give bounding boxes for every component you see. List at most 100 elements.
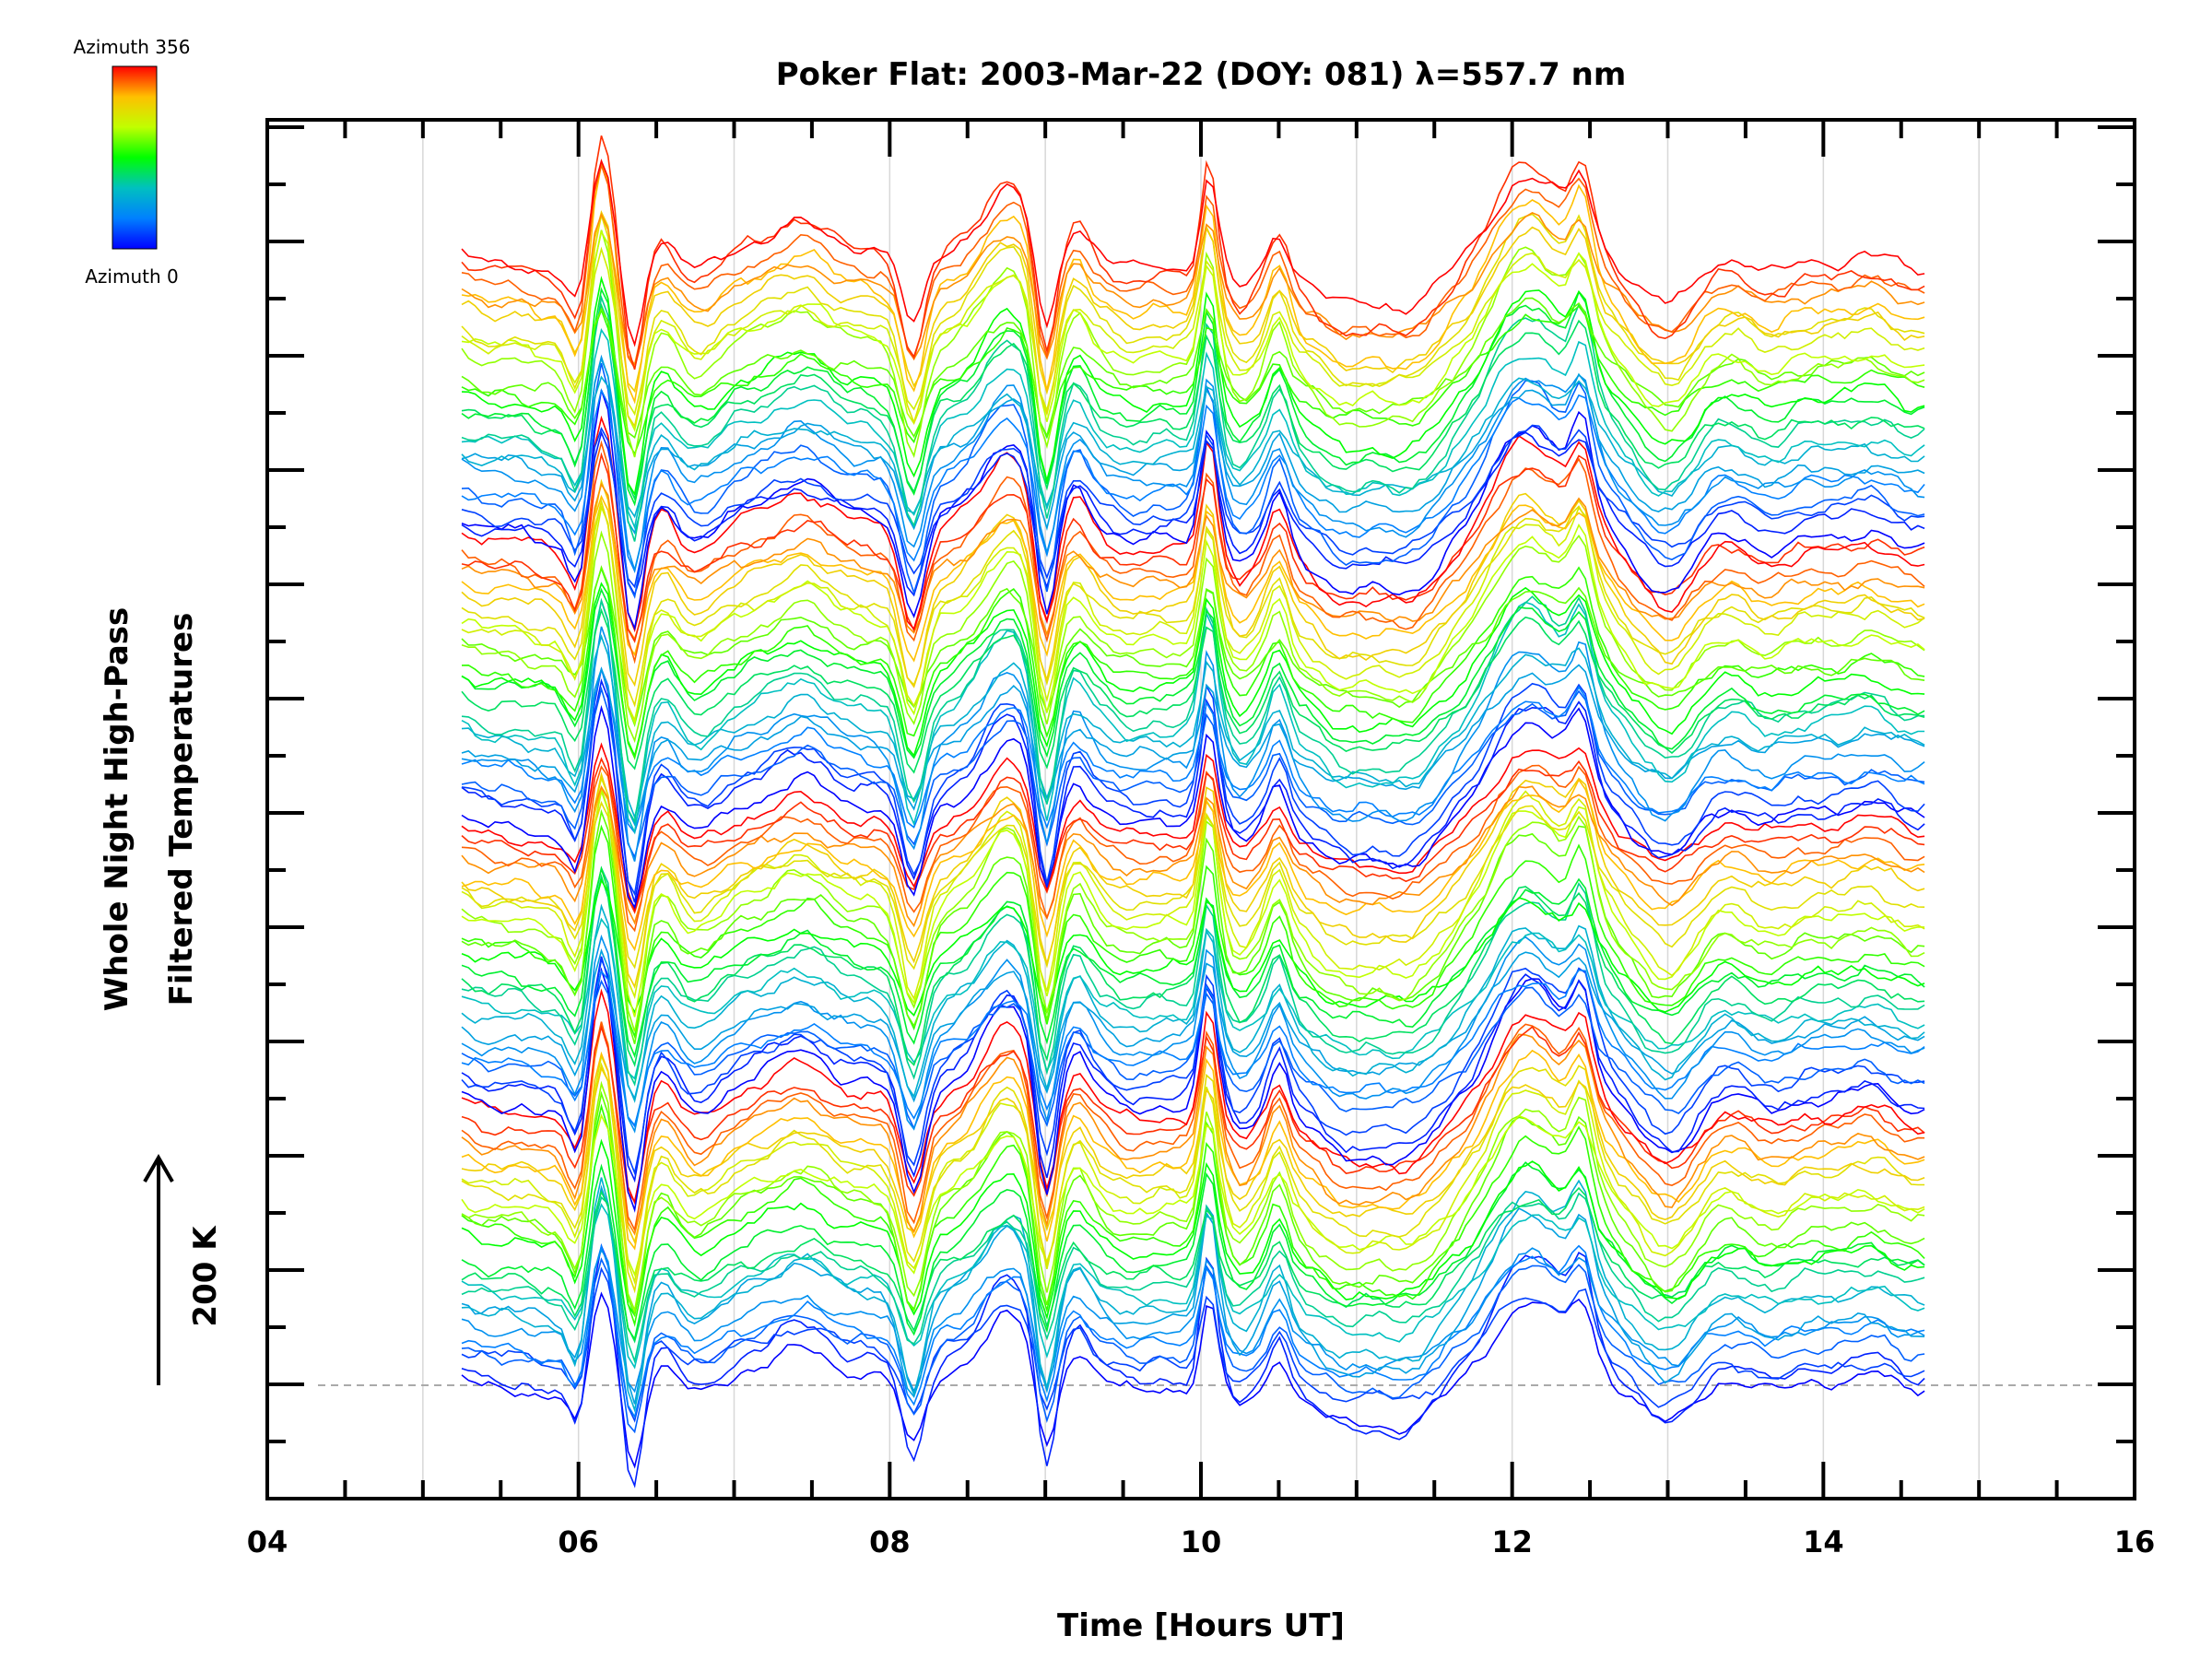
colorbar-max-label: Azimuth 356 bbox=[74, 36, 191, 58]
series-line bbox=[461, 956, 1925, 1183]
series-line bbox=[461, 276, 1925, 497]
series-line bbox=[461, 865, 1925, 1087]
series-line bbox=[461, 1053, 1925, 1286]
series-line bbox=[461, 1065, 1925, 1245]
series-line bbox=[461, 808, 1925, 1044]
series-line bbox=[461, 967, 1925, 1213]
series-line bbox=[461, 297, 1925, 440]
series-line bbox=[461, 429, 1925, 597]
series-line bbox=[461, 666, 1925, 835]
x-tick-label: 04 bbox=[247, 1524, 288, 1559]
series-line bbox=[461, 785, 1925, 928]
x-tick-label: 10 bbox=[1181, 1524, 1222, 1559]
series-line bbox=[461, 159, 1925, 347]
series-line bbox=[461, 742, 1925, 912]
series-line bbox=[461, 1021, 1925, 1232]
series-line bbox=[461, 440, 1925, 665]
series-line bbox=[461, 388, 1925, 573]
series-line bbox=[461, 668, 1925, 897]
series-line bbox=[461, 1022, 1925, 1236]
colorbar-bar bbox=[112, 65, 158, 250]
series-line bbox=[461, 789, 1925, 1032]
series-line bbox=[461, 775, 1925, 1001]
scale-arrow-head bbox=[143, 1153, 174, 1182]
x-tick-label: 08 bbox=[869, 1524, 911, 1559]
series-line bbox=[461, 294, 1925, 542]
series-line bbox=[461, 389, 1925, 631]
series-line bbox=[461, 582, 1925, 759]
series-line bbox=[461, 565, 1925, 728]
scale-label: 200 K bbox=[187, 1225, 224, 1327]
series-line bbox=[461, 764, 1925, 933]
series-line bbox=[461, 501, 1925, 726]
series-line bbox=[461, 903, 1925, 1103]
series-line bbox=[461, 957, 1925, 1176]
series-line bbox=[461, 504, 1925, 723]
axis-ticks bbox=[265, 120, 2136, 1499]
x-axis-label: Time [Hours UT] bbox=[1057, 1607, 1345, 1644]
series-line bbox=[461, 327, 1925, 530]
y-axis-label-line1: Whole Night High-Pass bbox=[99, 607, 135, 1012]
series-line bbox=[461, 375, 1925, 519]
series-line bbox=[461, 1291, 1925, 1469]
series-line bbox=[461, 354, 1925, 573]
x-tick-label: 12 bbox=[1491, 1524, 1533, 1559]
series-line bbox=[461, 664, 1925, 827]
series-line bbox=[461, 934, 1925, 1134]
series-line bbox=[461, 917, 1925, 1080]
series-line bbox=[461, 162, 1925, 371]
series-line bbox=[461, 704, 1925, 910]
series-line bbox=[461, 865, 1925, 1059]
x-tick-label: 14 bbox=[1803, 1524, 1844, 1559]
series-line bbox=[461, 482, 1925, 641]
series-line bbox=[461, 626, 1925, 862]
series-line bbox=[461, 1186, 1925, 1344]
series-line bbox=[461, 1184, 1925, 1405]
series-line bbox=[461, 1177, 1925, 1413]
series-line bbox=[461, 498, 1925, 708]
series-line bbox=[461, 1203, 1925, 1370]
scale-arrow-group: 200 K bbox=[143, 1153, 224, 1385]
series-line bbox=[461, 634, 1925, 820]
series-line bbox=[461, 1049, 1925, 1251]
series-line bbox=[461, 824, 1925, 1040]
series-line bbox=[461, 979, 1925, 1131]
series-line bbox=[461, 287, 1925, 507]
series-line bbox=[461, 1242, 1925, 1488]
series-line bbox=[461, 530, 1925, 744]
series-line bbox=[461, 415, 1925, 633]
series-line bbox=[461, 771, 1925, 989]
series-group bbox=[461, 135, 1925, 1488]
series-line bbox=[461, 587, 1925, 759]
colorbar-min-label: Azimuth 0 bbox=[85, 265, 179, 288]
series-line bbox=[461, 1113, 1925, 1277]
series-line bbox=[461, 1247, 1925, 1394]
series-line bbox=[461, 1138, 1925, 1321]
y-axis-label-line2: Filtered Temperatures bbox=[163, 613, 200, 1006]
series-line bbox=[461, 212, 1925, 367]
series-line bbox=[461, 302, 1925, 501]
series-line bbox=[461, 686, 1925, 860]
series-line bbox=[461, 213, 1925, 429]
series-line bbox=[461, 969, 1925, 1127]
x-tick-label: 16 bbox=[2114, 1524, 2156, 1559]
series-line bbox=[461, 1103, 1925, 1327]
series-line bbox=[461, 135, 1925, 371]
series-line bbox=[461, 229, 1925, 458]
series-line bbox=[461, 878, 1925, 1017]
series-line bbox=[461, 494, 1925, 663]
x-tick-label: 06 bbox=[558, 1524, 599, 1559]
series-line bbox=[461, 607, 1925, 774]
series-line bbox=[461, 1080, 1925, 1313]
series-line bbox=[461, 424, 1925, 589]
series-line bbox=[461, 209, 1925, 395]
series-line bbox=[461, 1266, 1925, 1423]
series-line bbox=[461, 600, 1925, 835]
series-line bbox=[461, 1243, 1925, 1419]
colorbar: Azimuth 356 Azimuth 0 bbox=[74, 36, 191, 288]
series-line bbox=[461, 566, 1925, 760]
series-line bbox=[461, 305, 1925, 456]
series-line bbox=[461, 1062, 1925, 1294]
series-line bbox=[461, 356, 1925, 535]
